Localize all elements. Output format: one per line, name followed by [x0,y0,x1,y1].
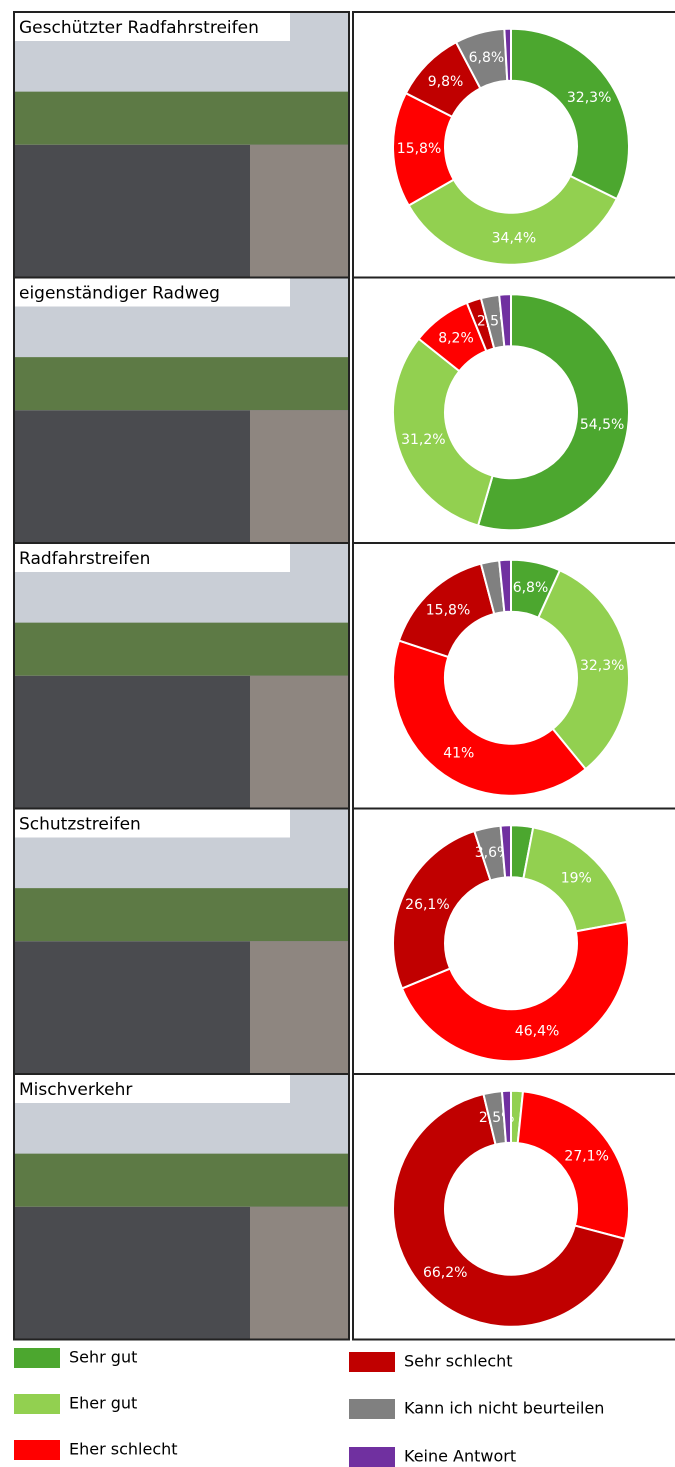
photo-trees [14,623,349,676]
photo-trees [14,357,349,410]
data-label: 6,8% [513,580,549,596]
photo-trees [14,1154,349,1207]
legend-swatch [349,1447,395,1467]
photo-trees [14,92,349,145]
legend-label: Eher gut [69,1394,137,1413]
data-label: 34,4% [492,231,536,247]
data-label: 46,4% [515,1023,559,1039]
photo-sidewalk [250,410,349,543]
data-label: 26,1% [405,897,449,913]
photo-sidewalk [250,676,349,809]
data-label: 9,8% [428,74,464,90]
panel-caption: Geschützter Radfahrstreifen [19,18,259,38]
photo [14,1074,349,1340]
legend-label: Keine Antwort [404,1447,516,1466]
figure: Geschützter Radfahrstreifen 32,3% 34,4% 15,… [0,0,675,1467]
data-label: 54,5% [580,417,624,433]
data-label: 66,2% [423,1265,467,1281]
panel-caption: eigenständiger Radweg [19,284,220,304]
photo [14,809,349,1075]
panel-caption: Mischverkehr [19,1080,132,1100]
legend-swatch [14,1348,60,1368]
photo [14,278,349,544]
panel-caption: Schutzstreifen [19,815,141,835]
legend-swatch [349,1399,395,1419]
data-label: 6,8% [469,50,505,66]
data-label: 41% [443,746,474,762]
panel-caption: Radfahrstreifen [19,549,150,569]
data-label: 15,8% [426,603,470,619]
data-label: 32,3% [580,658,624,674]
data-label: 19% [561,870,592,886]
photo [14,543,349,809]
data-label: 32,3% [567,90,611,106]
data-label: 8,2% [438,331,474,347]
photo-sidewalk [250,941,349,1074]
page: Geschützter Radfahrstreifen 32,3% 34,4% 15,… [0,0,675,1467]
legend-label: Sehr gut [69,1348,137,1367]
photo-sidewalk [250,145,349,278]
legend-swatch [14,1440,60,1460]
legend-label: Sehr schlecht [404,1352,513,1371]
legend-swatch [14,1394,60,1414]
data-label: 27,1% [564,1148,608,1164]
legend-label: Kann ich nicht beurteilen [404,1399,604,1418]
photo [14,12,349,278]
legend-label: Eher schlecht [69,1440,178,1459]
data-label: 31,2% [401,432,445,448]
photo-sidewalk [250,1207,349,1340]
photo-trees [14,888,349,941]
data-label: 15,8% [397,141,441,157]
legend-swatch [349,1352,395,1372]
